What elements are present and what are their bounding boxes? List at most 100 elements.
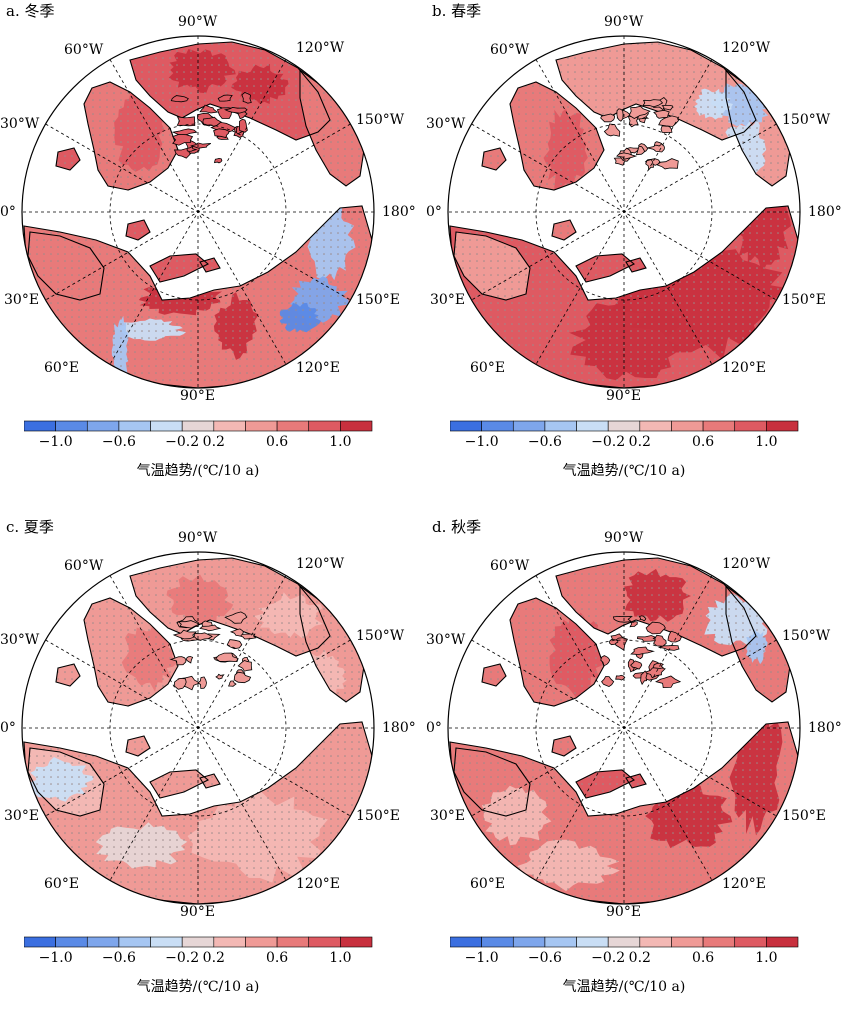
colorbar-tick-label: 0.6 — [265, 950, 289, 966]
colorbar-segment — [450, 936, 482, 948]
colorbar-segment — [340, 420, 373, 432]
longitude-label-e180: 180° — [382, 720, 416, 736]
longitude-label-e150: 150°E — [356, 808, 400, 824]
longitude-label-e150: 150°E — [782, 808, 826, 824]
meridian — [471, 123, 777, 301]
longitude-label-w30: 30°W — [426, 632, 466, 648]
longitude-label-zero: 0° — [0, 204, 16, 220]
colorbar-tick-label: 0.6 — [691, 950, 715, 966]
colorbar-tick-label: −1.0 — [464, 434, 499, 450]
island — [638, 615, 647, 622]
colorbar-segment — [512, 420, 546, 432]
coastline — [129, 41, 331, 141]
coastline — [575, 769, 635, 799]
longitude-label-e120: 120°E — [722, 876, 766, 892]
panel-title: a. 冬季 — [6, 2, 55, 20]
island — [603, 123, 621, 137]
colorbar-segment — [734, 420, 767, 432]
colorbar-segment — [607, 936, 641, 948]
longitude-label-w60: 60°W — [64, 42, 104, 58]
longitude-label-e120: 120°E — [296, 360, 340, 376]
coastline — [453, 747, 531, 817]
island — [172, 133, 194, 146]
longitude-label-e120: 120°E — [722, 360, 766, 376]
polar-map — [447, 551, 801, 905]
coastline — [27, 747, 105, 817]
colorbar-tick-label: −0.6 — [101, 434, 136, 450]
colorbar-tick-label: 1.0 — [329, 950, 352, 966]
coastline — [555, 557, 757, 657]
colorbar-segment — [639, 936, 672, 948]
longitude-label-e180: 180° — [808, 204, 842, 220]
colorbar-segment — [245, 420, 278, 432]
colorbar-tick-label: 0.2 — [202, 950, 225, 966]
colorbar-tick-label: −1.0 — [38, 434, 73, 450]
island — [635, 145, 646, 156]
island — [213, 157, 223, 164]
longitude-label-w30: 30°W — [0, 632, 40, 648]
island — [630, 660, 643, 670]
colorbar — [24, 420, 373, 432]
colorbar-segment — [213, 936, 246, 948]
island — [655, 675, 682, 689]
island — [629, 621, 638, 628]
island — [176, 116, 196, 127]
island — [653, 634, 667, 647]
coastline — [129, 557, 331, 657]
longitude-label-w150: 150°W — [356, 112, 405, 128]
island — [661, 105, 674, 111]
map-boundary — [21, 35, 375, 389]
island — [226, 639, 243, 650]
colorbar-tick-label: 1.0 — [755, 950, 778, 966]
map-boundary — [447, 551, 801, 905]
meridian — [45, 639, 351, 817]
longitude-label-zero: 0° — [426, 720, 442, 736]
colorbar-segment — [245, 936, 278, 948]
polar-map — [21, 551, 375, 905]
island — [628, 105, 651, 119]
colorbar-segment — [181, 420, 215, 432]
longitude-label-w60: 60°W — [64, 558, 104, 574]
longitude-label-e90: 90°E — [606, 388, 642, 404]
colorbar-segment — [86, 420, 120, 432]
island — [215, 652, 239, 663]
island — [658, 115, 679, 127]
colorbar — [450, 936, 799, 948]
island — [612, 615, 633, 623]
island — [233, 671, 252, 684]
coastline — [125, 219, 151, 241]
coastline — [55, 147, 81, 171]
colorbar-segment — [118, 936, 151, 948]
coastline — [149, 253, 209, 283]
colorbar-segment — [576, 936, 609, 948]
colorbar-segment — [181, 936, 215, 948]
colorbar-label: 气温趋势/(℃/10 a) — [136, 463, 260, 479]
colorbar-segment — [24, 936, 56, 948]
longitude-label-e90: 90°E — [606, 904, 642, 920]
longitude-label-w60: 60°W — [490, 558, 530, 574]
colorbar-segment — [24, 420, 56, 432]
colorbar-segment — [308, 420, 341, 432]
coastline — [625, 773, 647, 789]
longitude-label-e180: 180° — [382, 204, 416, 220]
island — [616, 108, 624, 122]
longitude-label-w150: 150°W — [782, 628, 831, 644]
colorbar-tick-label: 0.2 — [628, 950, 651, 966]
colorbar-tick-label: 0.6 — [691, 434, 715, 450]
island — [615, 674, 626, 681]
longitude-label-w90: 90°W — [178, 14, 218, 30]
colorbar-tick-label: −1.0 — [38, 950, 73, 966]
island — [177, 620, 201, 629]
colorbar-segment — [544, 936, 577, 948]
longitude-label-e180: 180° — [808, 720, 842, 736]
island — [667, 630, 682, 643]
map-boundary — [447, 35, 801, 389]
island — [616, 152, 637, 160]
longitude-label-w150: 150°W — [782, 112, 831, 128]
colorbar-segment — [150, 936, 183, 948]
island — [237, 660, 253, 672]
colorbar-tick-label: −0.2 — [591, 950, 626, 966]
island — [199, 624, 222, 632]
island — [227, 680, 237, 687]
coastline — [575, 253, 635, 283]
